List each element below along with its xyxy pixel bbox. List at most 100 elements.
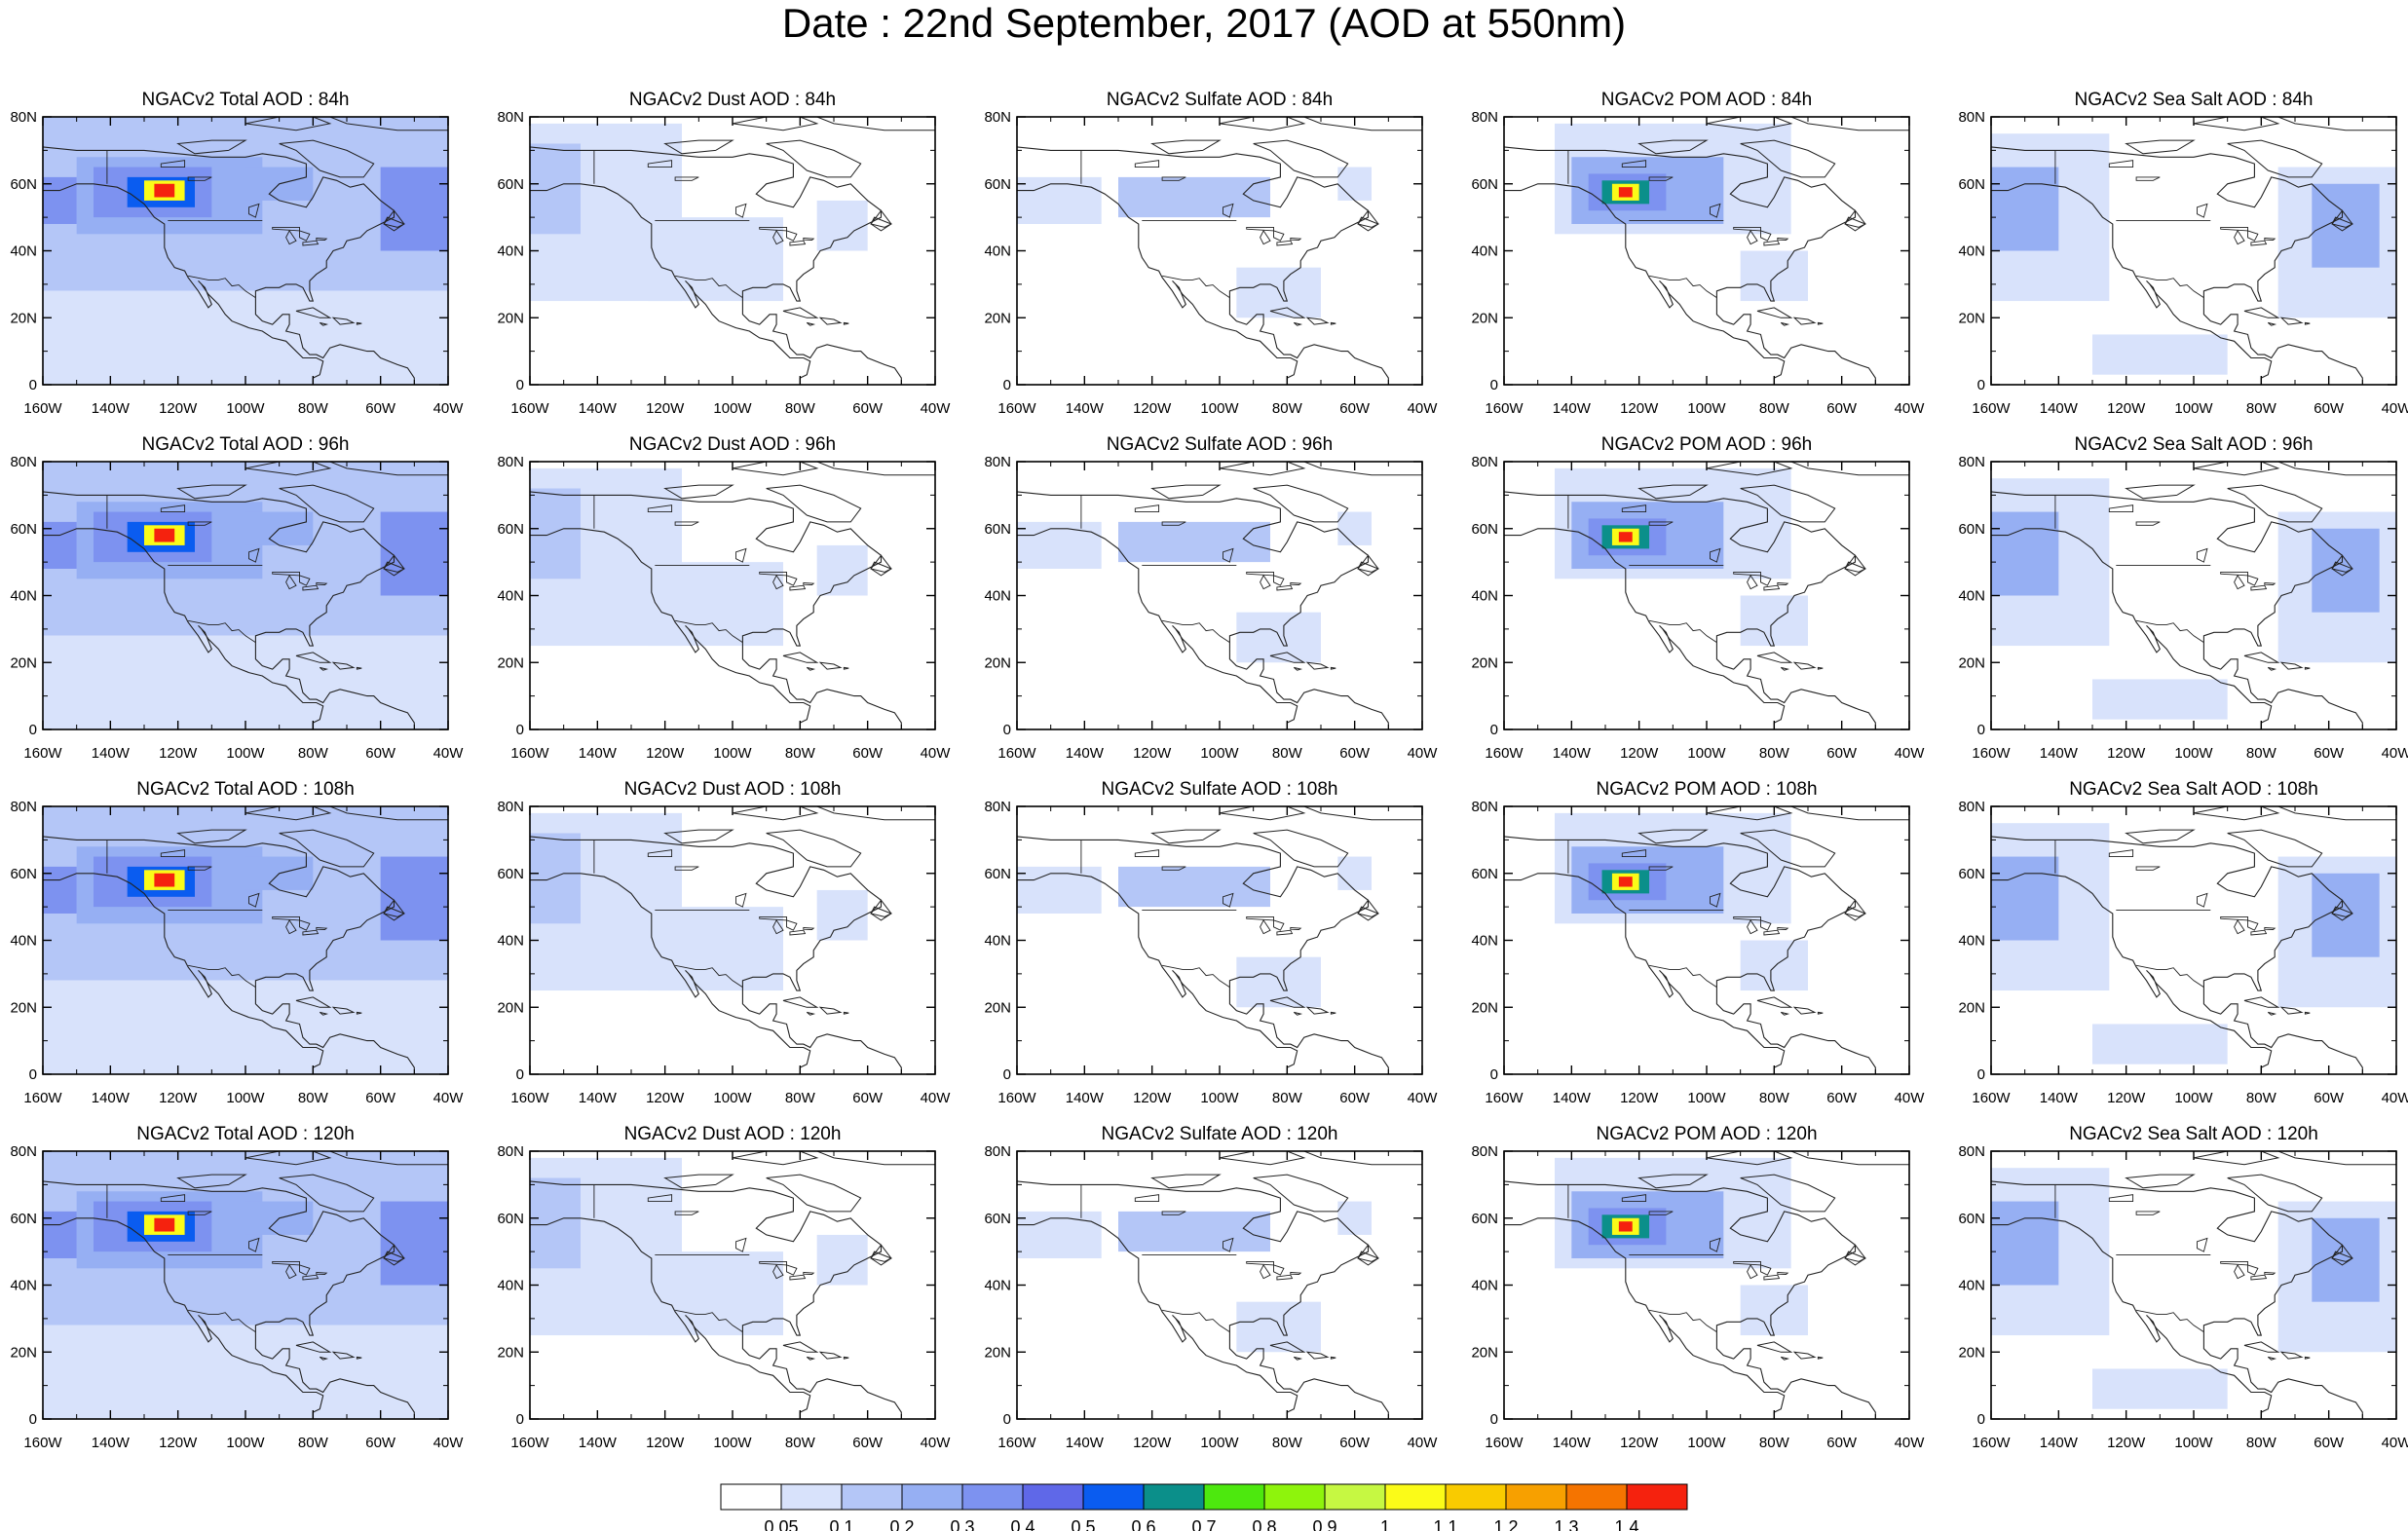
colorbar-swatch <box>1082 1483 1145 1511</box>
lat-tick-label: 40N <box>984 933 1011 950</box>
lake-outline <box>285 230 297 245</box>
island-outline <box>2243 996 2280 1008</box>
lat-tick-label: 60N <box>497 1211 524 1227</box>
lon-tick-label: 160W <box>1972 400 2011 417</box>
panel-title: NGACv2 Total AOD : 120h <box>136 1124 355 1144</box>
island-outline <box>815 117 935 131</box>
country-border <box>675 619 743 643</box>
island-outline <box>1780 1356 1790 1361</box>
lat-tick-label: 40N <box>497 588 524 605</box>
country-border <box>1162 275 1230 298</box>
lake-outline <box>803 1271 815 1275</box>
map-area <box>1991 462 2396 729</box>
island-outline <box>1357 561 1379 577</box>
panel-title: NGACv2 Total AOD : 84h <box>142 90 350 110</box>
lon-tick-label: 100W <box>2174 400 2213 417</box>
lon-tick-label: 100W <box>226 1435 265 1451</box>
island-outline <box>2304 321 2311 325</box>
lat-tick-label: 20N <box>1958 310 1985 326</box>
aod-shading <box>154 183 175 198</box>
lake-outline <box>1290 926 1302 930</box>
lon-tick-label: 140W <box>2040 745 2079 762</box>
lon-tick-label: 80W <box>1759 1090 1790 1106</box>
island-outline <box>870 906 892 921</box>
island-outline <box>356 1356 362 1360</box>
island-outline <box>1357 209 1379 228</box>
lake-outline <box>1710 1237 1721 1252</box>
island-outline <box>843 666 849 670</box>
lake-outline <box>1161 866 1186 871</box>
island-outline <box>2227 1174 2323 1213</box>
island-outline <box>2267 1356 2277 1361</box>
island-outline <box>2304 666 2311 670</box>
map-area <box>43 117 448 385</box>
island-outline <box>2227 484 2323 523</box>
colorbar-label: 0.9 <box>1312 1517 1336 1531</box>
lat-tick-label: 80N <box>1471 799 1498 815</box>
island-outline <box>1740 484 1836 523</box>
lon-tick-label: 80W <box>1272 1435 1303 1451</box>
panel-title: NGACv2 Sulfate AOD : 84h <box>1107 90 1333 110</box>
island-outline <box>732 462 819 476</box>
lon-tick-label: 60W <box>1339 1435 1371 1451</box>
country-border <box>188 619 256 643</box>
aod-shading <box>380 856 448 941</box>
island-outline <box>815 1151 935 1166</box>
island-outline <box>1357 1251 1379 1266</box>
lake-outline <box>285 1264 297 1280</box>
lake-outline <box>786 919 798 931</box>
coastline <box>43 146 415 385</box>
island-outline <box>328 1151 448 1166</box>
lon-tick-label: 100W <box>2174 745 2213 762</box>
island-outline <box>331 1351 356 1360</box>
aod-shading <box>530 143 581 235</box>
island-outline <box>663 484 734 500</box>
lat-tick-label: 80N <box>1471 454 1498 470</box>
lake-outline <box>786 230 798 242</box>
island-outline <box>2243 652 2280 663</box>
island-outline <box>1302 1151 1422 1166</box>
panel-title: NGACv2 Sea Salt AOD : 120h <box>2069 1124 2318 1144</box>
lat-tick-label: 60N <box>1471 176 1498 193</box>
lake-outline <box>248 547 260 563</box>
aod-shading <box>380 511 448 596</box>
lake-outline <box>1273 575 1285 586</box>
lat-tick-label: 60N <box>10 866 37 882</box>
island-outline <box>1756 1341 1793 1353</box>
lat-tick-label: 40N <box>1471 933 1498 950</box>
island-outline <box>319 321 329 326</box>
lon-tick-label: 120W <box>1133 400 1172 417</box>
aod-shading <box>2092 1368 2228 1409</box>
island-outline <box>295 652 332 663</box>
island-outline <box>295 996 332 1008</box>
lon-tick-label: 120W <box>646 745 685 762</box>
lon-tick-label: 100W <box>226 400 265 417</box>
aod-shading <box>43 635 448 729</box>
colorbar-label: 1 <box>1380 1517 1390 1531</box>
lon-tick-label: 40W <box>1408 1435 1439 1451</box>
lon-tick-label: 40W <box>2382 1090 2408 1106</box>
lat-tick-label: 40N <box>984 243 1011 260</box>
lake-outline <box>2135 521 2161 526</box>
lake-outline <box>735 892 747 908</box>
colorbar-swatch <box>780 1483 843 1511</box>
lake-outline <box>772 1264 784 1280</box>
lon-tick-label: 40W <box>2382 400 2408 417</box>
lake-outline <box>1648 176 1674 181</box>
lon-tick-label: 100W <box>713 400 752 417</box>
lon-tick-label: 140W <box>92 1090 131 1106</box>
lat-tick-label: 0 <box>1003 722 1011 738</box>
lake-outline <box>674 521 699 526</box>
map-background <box>1017 462 1422 729</box>
lon-tick-label: 160W <box>997 745 1036 762</box>
map-area <box>43 1151 448 1419</box>
lat-tick-label: 80N <box>984 454 1011 470</box>
map-area <box>1991 117 2396 385</box>
colorbar-label: 1.1 <box>1433 1517 1457 1531</box>
lon-tick-label: 80W <box>1272 745 1303 762</box>
lat-tick-label: 20N <box>1958 654 1985 671</box>
island-outline <box>383 554 405 573</box>
panel-title: NGACv2 Sea Salt AOD : 96h <box>2074 434 2313 455</box>
lake-outline <box>789 1274 807 1281</box>
island-outline <box>383 899 405 917</box>
